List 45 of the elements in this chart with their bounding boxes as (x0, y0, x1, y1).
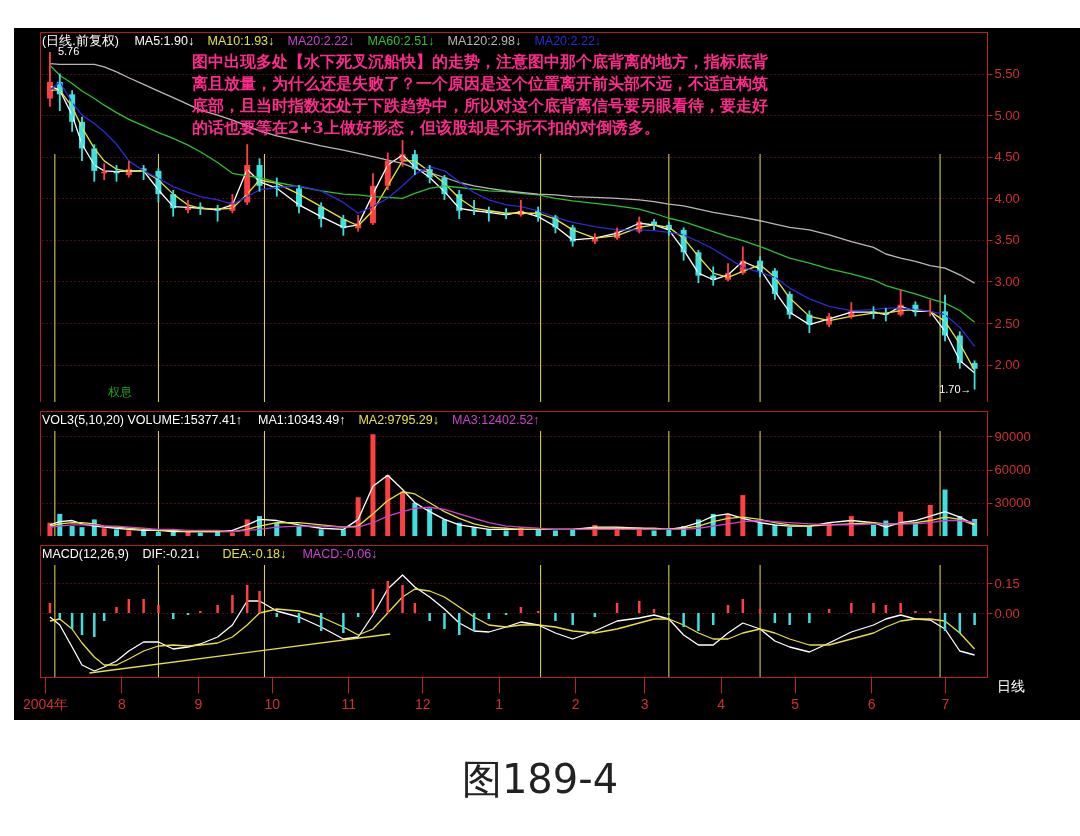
annotation: 1.70→ (939, 382, 972, 395)
y-tick-label: 2.00 (994, 357, 1020, 373)
y-tick-label: 5.50 (994, 66, 1020, 82)
x-tick-label: 2 (571, 695, 580, 712)
text: DIF:-0.21↓ (142, 547, 201, 561)
x-tick-label: 12 (414, 695, 431, 712)
annotation: 权息 (107, 385, 132, 399)
x-tick-label: 7 (941, 695, 950, 712)
y-tick-label: 4.50 (994, 149, 1020, 165)
legend-label: MA20:2.22↓ (287, 34, 355, 48)
x-tick-label: 6 (867, 695, 876, 712)
x-tick-label: 3 (640, 695, 649, 712)
text: MA3:12402.52↑ (452, 413, 540, 427)
text: 日线 (997, 678, 1025, 694)
text: MA120:2.98↓ (447, 34, 522, 48)
caption: 图189-4 (460, 755, 620, 804)
x-tick-label: 2004年 (22, 695, 69, 712)
text: MA60:2.51↓ (367, 34, 435, 48)
chart-title: (日线.前复权) (42, 34, 119, 48)
x-tick-label: 10 (264, 695, 281, 712)
chart-title: MACD(12,26,9) (42, 547, 129, 561)
text: MA1:10343.49↑ (258, 413, 346, 427)
text: MA10:1.93↓ (207, 34, 275, 48)
x-tick-label: 4 (717, 695, 726, 712)
text: DEA:-0.18↓ (222, 547, 287, 561)
y-tick-label: 0.00 (994, 605, 1020, 621)
y-tick-label: 4.00 (994, 190, 1020, 206)
chart-title: VOL3(5,10,20) VOLUME:15377.41↑ (42, 413, 243, 427)
series-label: MACD:-0.06↓ (302, 547, 378, 561)
text: MA20:2.22↓ (534, 34, 602, 48)
y-tick-label: 3.00 (994, 273, 1020, 289)
x-tick-label: 9 (194, 695, 203, 712)
x-tick-label: 1 (495, 695, 504, 712)
y-tick-label: 0.15 (994, 575, 1020, 591)
x-tick-label: 11 (341, 695, 357, 712)
y-tick-label: 30000 (994, 495, 1031, 511)
y-tick-label: 2.50 (994, 315, 1020, 331)
x-tick-label: 8 (118, 695, 127, 712)
y-tick-label: 60000 (994, 462, 1031, 478)
y-tick-label: 3.50 (994, 232, 1020, 248)
y-tick-label: 5.00 (994, 107, 1020, 123)
text: MA2:9795.29↓ (358, 413, 440, 427)
y-tick-label: 90000 (994, 428, 1031, 444)
text: MA5:1.90↓ (134, 34, 195, 48)
x-tick-label: 5 (791, 695, 800, 712)
